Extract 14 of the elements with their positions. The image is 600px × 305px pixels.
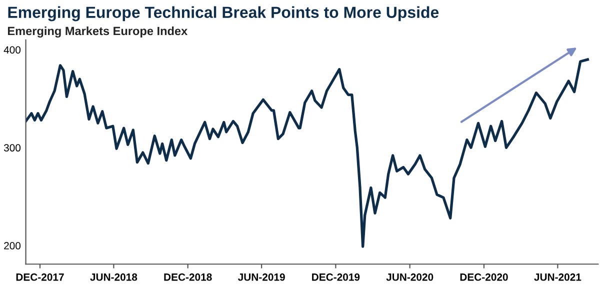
line-series [26,58,589,248]
x-tick-label: DEC-2019 [312,273,360,281]
x-tick-label: JUN-2021 [534,273,582,281]
x-tick-label: JUN-2018 [90,273,138,281]
x-tick-label: JUN-2020 [386,273,434,281]
chart-title: Emerging Europe Technical Break Points to More Upside [8,6,439,22]
chart-subtitle: Emerging Markets Europe Index [8,26,188,38]
x-tick-label: DEC-2018 [164,273,212,281]
x-tick-label: JUN-2019 [238,273,285,281]
y-tick-label: 300 [4,144,21,152]
y-tick-label: 400 [4,46,21,54]
x-tick-label: DEC-2020 [460,273,508,281]
y-tick-label: 200 [4,242,21,250]
x-tick-label: DEC-2017 [16,273,64,281]
